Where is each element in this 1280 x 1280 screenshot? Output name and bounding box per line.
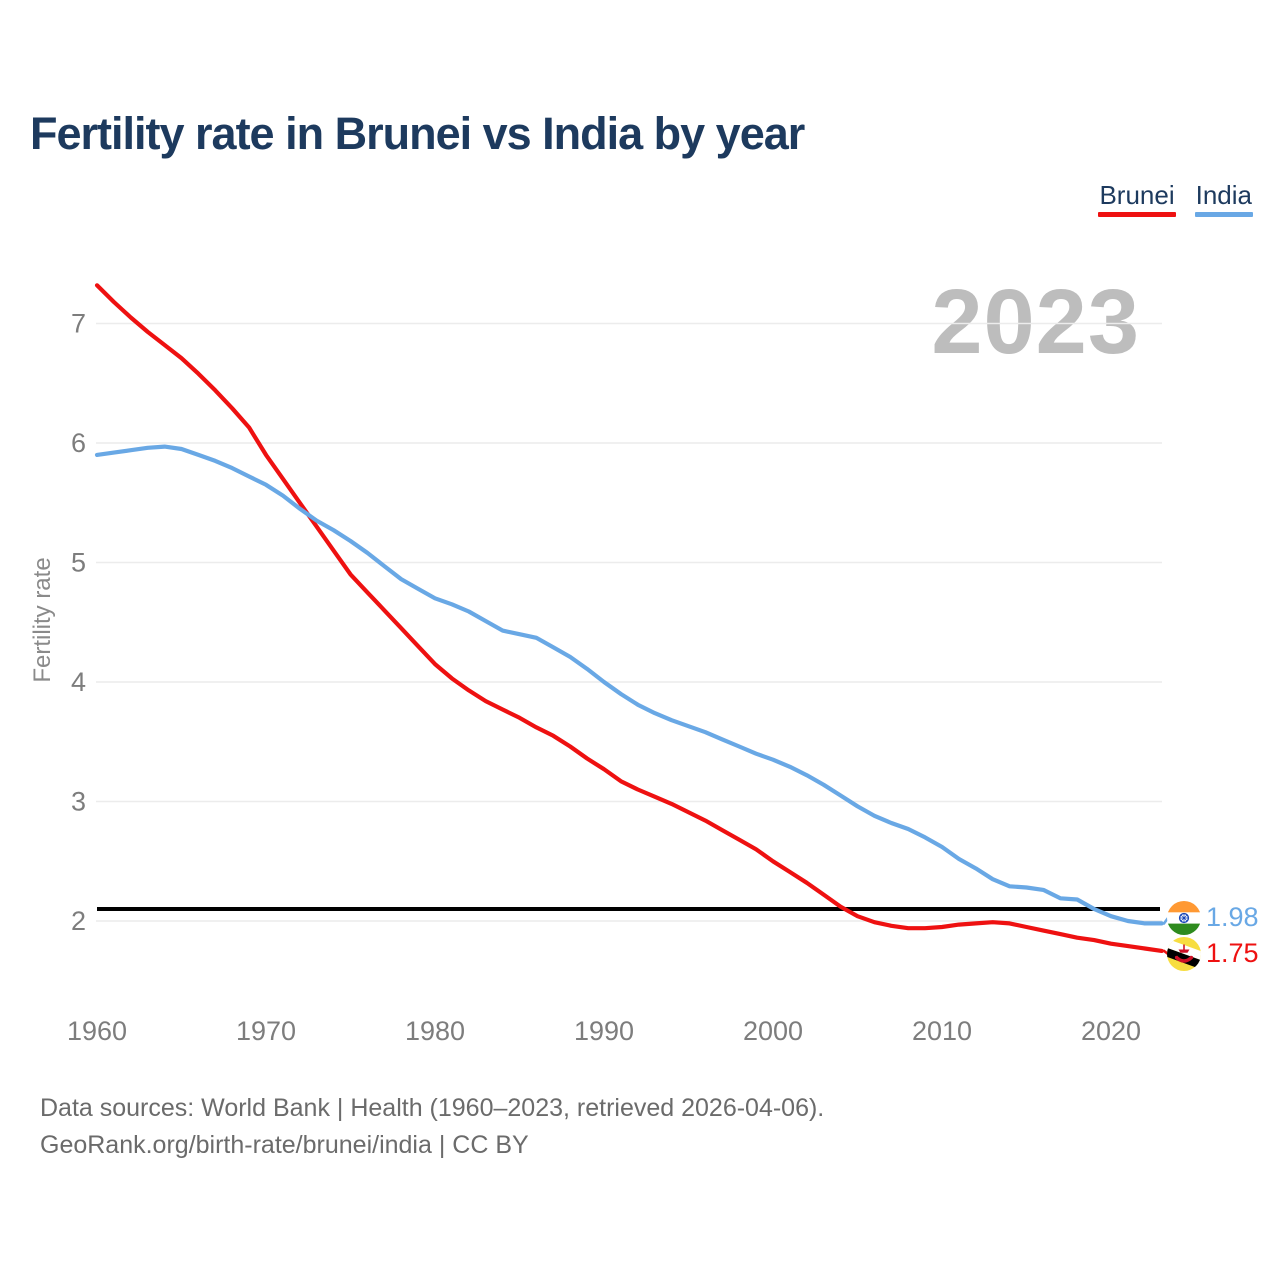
- x-tick-label-2020: 2020: [1081, 1016, 1141, 1046]
- footer-url-license: GeoRank.org/birth-rate/brunei/india | CC…: [40, 1131, 529, 1159]
- end-value-brunei: 1.75: [1206, 938, 1259, 968]
- legend-underline-brunei: [1098, 212, 1176, 217]
- legend-label-india: India: [1195, 180, 1252, 210]
- y-tick-label-7: 7: [71, 309, 86, 339]
- x-tick-label-1990: 1990: [574, 1016, 634, 1046]
- x-tick-label-1970: 1970: [236, 1016, 296, 1046]
- y-tick-label-2: 2: [71, 906, 86, 936]
- series-line-india: [94, 444, 1164, 926]
- y-tick-label-4: 4: [71, 667, 86, 697]
- y-tick-label-3: 3: [71, 787, 86, 817]
- legend-label-brunei: Brunei: [1099, 180, 1175, 210]
- x-tick-label-2010: 2010: [912, 1016, 972, 1046]
- y-tick-label-5: 5: [71, 548, 86, 578]
- watermark-year: 2023: [931, 271, 1140, 373]
- footer-attribution: Data sources: World Bank | Health (1960–…: [40, 1090, 824, 1164]
- legend-item-india[interactable]: India: [1194, 180, 1253, 217]
- brunei-flag-icon: [1167, 937, 1201, 971]
- y-tick-label-6: 6: [71, 428, 86, 458]
- india-flag-icon: [1167, 901, 1201, 935]
- x-tick-label-2000: 2000: [743, 1016, 803, 1046]
- x-tick-label-1960: 1960: [67, 1016, 127, 1046]
- legend-item-brunei[interactable]: Brunei: [1098, 180, 1176, 217]
- end-connector-india: [1161, 917, 1170, 925]
- legend: Brunei India: [1098, 181, 1253, 217]
- end-connector-brunei: [1161, 949, 1169, 956]
- x-tick-label-1980: 1980: [405, 1016, 465, 1046]
- series-line-brunei: [94, 283, 1164, 954]
- legend-underline-india: [1194, 212, 1253, 217]
- footer-data-sources: Data sources: World Bank | Health (1960–…: [40, 1094, 825, 1122]
- end-value-india: 1.98: [1206, 902, 1259, 932]
- page-title: Fertility rate in Brunei vs India by yea…: [30, 108, 805, 159]
